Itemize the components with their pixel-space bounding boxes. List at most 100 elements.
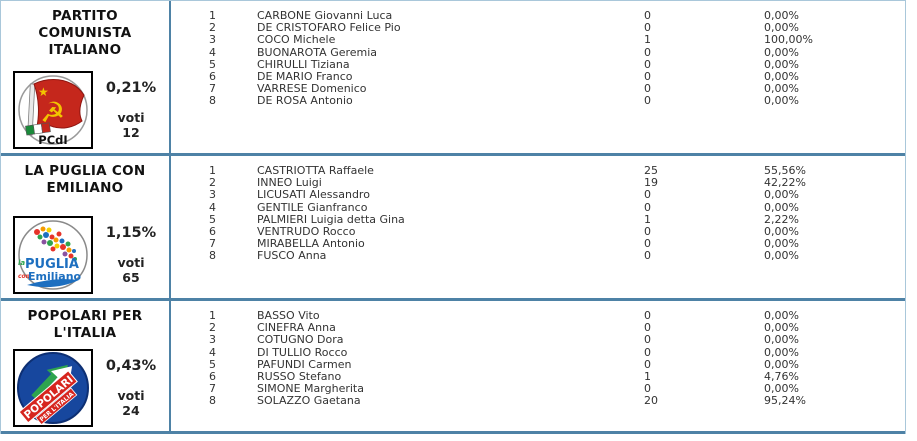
candidate-name: RUSSO Stefano bbox=[257, 370, 342, 384]
candidate-votes: 0 bbox=[644, 21, 651, 35]
candidate-name: PALMIERI Luigia detta Gina bbox=[257, 212, 405, 226]
candidate-row: 7 VARRESE Domenico 0 0,00% bbox=[171, 83, 905, 95]
candidate-rank: 2 bbox=[209, 321, 216, 335]
candidate-votes: 0 bbox=[644, 237, 651, 251]
party-name-line: PARTITO bbox=[52, 8, 118, 24]
candidate-name: CARBONE Giovanni Luca bbox=[257, 9, 393, 22]
candidate-percent: 0,00% bbox=[764, 70, 799, 84]
election-results-page: PARTITO COMUNISTA ITALIANO ★ ☭ bbox=[0, 0, 906, 434]
party-stats: 0,43% voti 24 bbox=[93, 358, 169, 418]
candidate-votes: 1 bbox=[644, 212, 651, 226]
flag-pole bbox=[27, 83, 36, 136]
party-name-line: COMUNISTA bbox=[38, 25, 132, 41]
candidate-row: 1 CARBONE Giovanni Luca 0 0,00% bbox=[171, 9, 905, 22]
party-votes: 65 bbox=[122, 270, 140, 285]
party-percent: 1,15% bbox=[105, 225, 157, 241]
star-icon: ★ bbox=[38, 85, 49, 99]
candidate-name: GENTILE Gianfranco bbox=[257, 200, 368, 214]
candidate-votes: 0 bbox=[644, 345, 651, 359]
candidate-list: 1 BASSO Vito 0 0,00% 2 CINEFRA Anna 0 0,… bbox=[171, 301, 905, 431]
candidate-votes: 1 bbox=[644, 370, 651, 384]
candidate-name: VARRESE Domenico bbox=[257, 82, 367, 96]
candidate-name: COCO Michele bbox=[257, 33, 336, 47]
party-name: LA PUGLIA CON EMILIANO bbox=[1, 163, 169, 197]
candidate-percent: 2,22% bbox=[764, 212, 799, 226]
candidate-percent: 0,00% bbox=[764, 21, 799, 35]
candidate-row: 5 CHIRULLI Tiziana 0 0,00% bbox=[171, 57, 905, 71]
candidate-name: BASSO Vito bbox=[257, 309, 320, 322]
candidate-percent: 95,24% bbox=[764, 394, 806, 408]
candidate-percent: 0,00% bbox=[764, 345, 799, 359]
party-logo: ★ ☭ PCdI bbox=[13, 349, 93, 427]
candidate-rank: 7 bbox=[209, 382, 216, 396]
candidate-percent: 0,00% bbox=[764, 57, 799, 71]
candidate-percent: 0,00% bbox=[764, 309, 799, 322]
candidate-percent: 0,00% bbox=[764, 333, 799, 347]
party-votes: 12 bbox=[122, 125, 140, 140]
candidate-percent: 100,00% bbox=[764, 33, 813, 47]
candidate-rank: 1 bbox=[209, 309, 216, 322]
party-sections: PARTITO COMUNISTA ITALIANO ★ ☭ bbox=[1, 1, 905, 434]
italian-tricolor bbox=[25, 122, 51, 136]
candidate-votes: 0 bbox=[644, 321, 651, 335]
candidate-percent: 0,00% bbox=[764, 237, 799, 251]
candidate-name: COTUGNO Dora bbox=[257, 333, 344, 347]
candidate-name: PAFUNDI Carmen bbox=[257, 357, 352, 371]
candidate-votes: 0 bbox=[644, 357, 651, 371]
party-name: POPOLARI PER L'ITALIA bbox=[1, 308, 169, 342]
candidate-row: 5 PALMIERI Luigia detta Gina 1 2,22% bbox=[171, 212, 905, 226]
candidate-rank: 4 bbox=[209, 45, 216, 59]
candidate-percent: 0,00% bbox=[764, 188, 799, 202]
candidate-votes: 0 bbox=[644, 333, 651, 347]
candidate-percent: 0,00% bbox=[764, 249, 799, 263]
party-name-line: LA PUGLIA CON bbox=[24, 163, 146, 179]
party-name-line: L'ITALIA bbox=[53, 325, 117, 341]
candidate-rank: 6 bbox=[209, 225, 216, 239]
candidate-name: VENTRUDO Rocco bbox=[257, 225, 356, 239]
candidate-list: 1 CARBONE Giovanni Luca 0 0,00% 2 DE CRI… bbox=[171, 1, 905, 153]
candidate-rank: 1 bbox=[209, 164, 216, 177]
candidate-percent: 0,00% bbox=[764, 200, 799, 214]
candidate-row: 3 COTUGNO Dora 0 0,00% bbox=[171, 334, 905, 346]
mosaic-region bbox=[34, 226, 77, 261]
candidate-name: MIRABELLA Antonio bbox=[257, 237, 365, 251]
candidate-votes: 20 bbox=[644, 394, 658, 408]
candidate-rank: 5 bbox=[209, 357, 216, 371]
candidate-name: SOLAZZO Gaetana bbox=[257, 394, 361, 408]
candidate-votes: 0 bbox=[644, 225, 651, 239]
candidate-row: 2 CINEFRA Anna 0 0,00% bbox=[171, 321, 905, 335]
candidate-name: DE ROSA Antonio bbox=[257, 94, 353, 108]
party-logo: ★ ☭ PCdI bbox=[13, 71, 93, 149]
voti-label: voti bbox=[117, 388, 145, 403]
candidate-votes: 0 bbox=[644, 9, 651, 22]
candidate-rank: 8 bbox=[209, 94, 216, 108]
candidate-votes: 25 bbox=[644, 164, 658, 177]
candidate-name: CASTRIOTTA Raffaele bbox=[257, 164, 374, 177]
candidate-rank: 6 bbox=[209, 70, 216, 84]
candidate-percent: 42,22% bbox=[764, 176, 806, 190]
candidate-row: 7 MIRABELLA Antonio 0 0,00% bbox=[171, 238, 905, 250]
voti-label: voti bbox=[117, 110, 145, 125]
candidate-rank: 2 bbox=[209, 176, 216, 190]
candidate-list: 1 CASTRIOTTA Raffaele 25 55,56% 2 INNEO … bbox=[171, 156, 905, 298]
candidate-percent: 0,00% bbox=[764, 94, 799, 108]
candidate-row: 6 RUSSO Stefano 1 4,76% bbox=[171, 370, 905, 384]
candidate-row: 2 INNEO Luigi 19 42,22% bbox=[171, 176, 905, 190]
candidate-name: SIMONE Margherita bbox=[257, 382, 364, 396]
party-info: PARTITO COMUNISTA ITALIANO ★ ☭ bbox=[1, 1, 171, 153]
candidate-row: 7 SIMONE Margherita 0 0,00% bbox=[171, 383, 905, 395]
party-name-line: ITALIANO bbox=[48, 42, 122, 58]
candidate-rank: 3 bbox=[209, 333, 216, 347]
candidate-name: CHIRULLI Tiziana bbox=[257, 57, 350, 71]
candidate-votes: 0 bbox=[644, 57, 651, 71]
candidate-row: 8 DE ROSA Antonio 0 0,00% bbox=[171, 95, 905, 107]
candidate-name: LICUSATI Alessandro bbox=[257, 188, 370, 202]
candidate-votes: 0 bbox=[644, 70, 651, 84]
candidate-row: 4 DI TULLIO Rocco 0 0,00% bbox=[171, 345, 905, 359]
candidate-rank: 8 bbox=[209, 394, 216, 408]
party-section: PARTITO COMUNISTA ITALIANO ★ ☭ bbox=[1, 1, 905, 156]
candidate-percent: 0,00% bbox=[764, 225, 799, 239]
candidate-row: 8 SOLAZZO Gaetana 20 95,24% bbox=[171, 395, 905, 407]
